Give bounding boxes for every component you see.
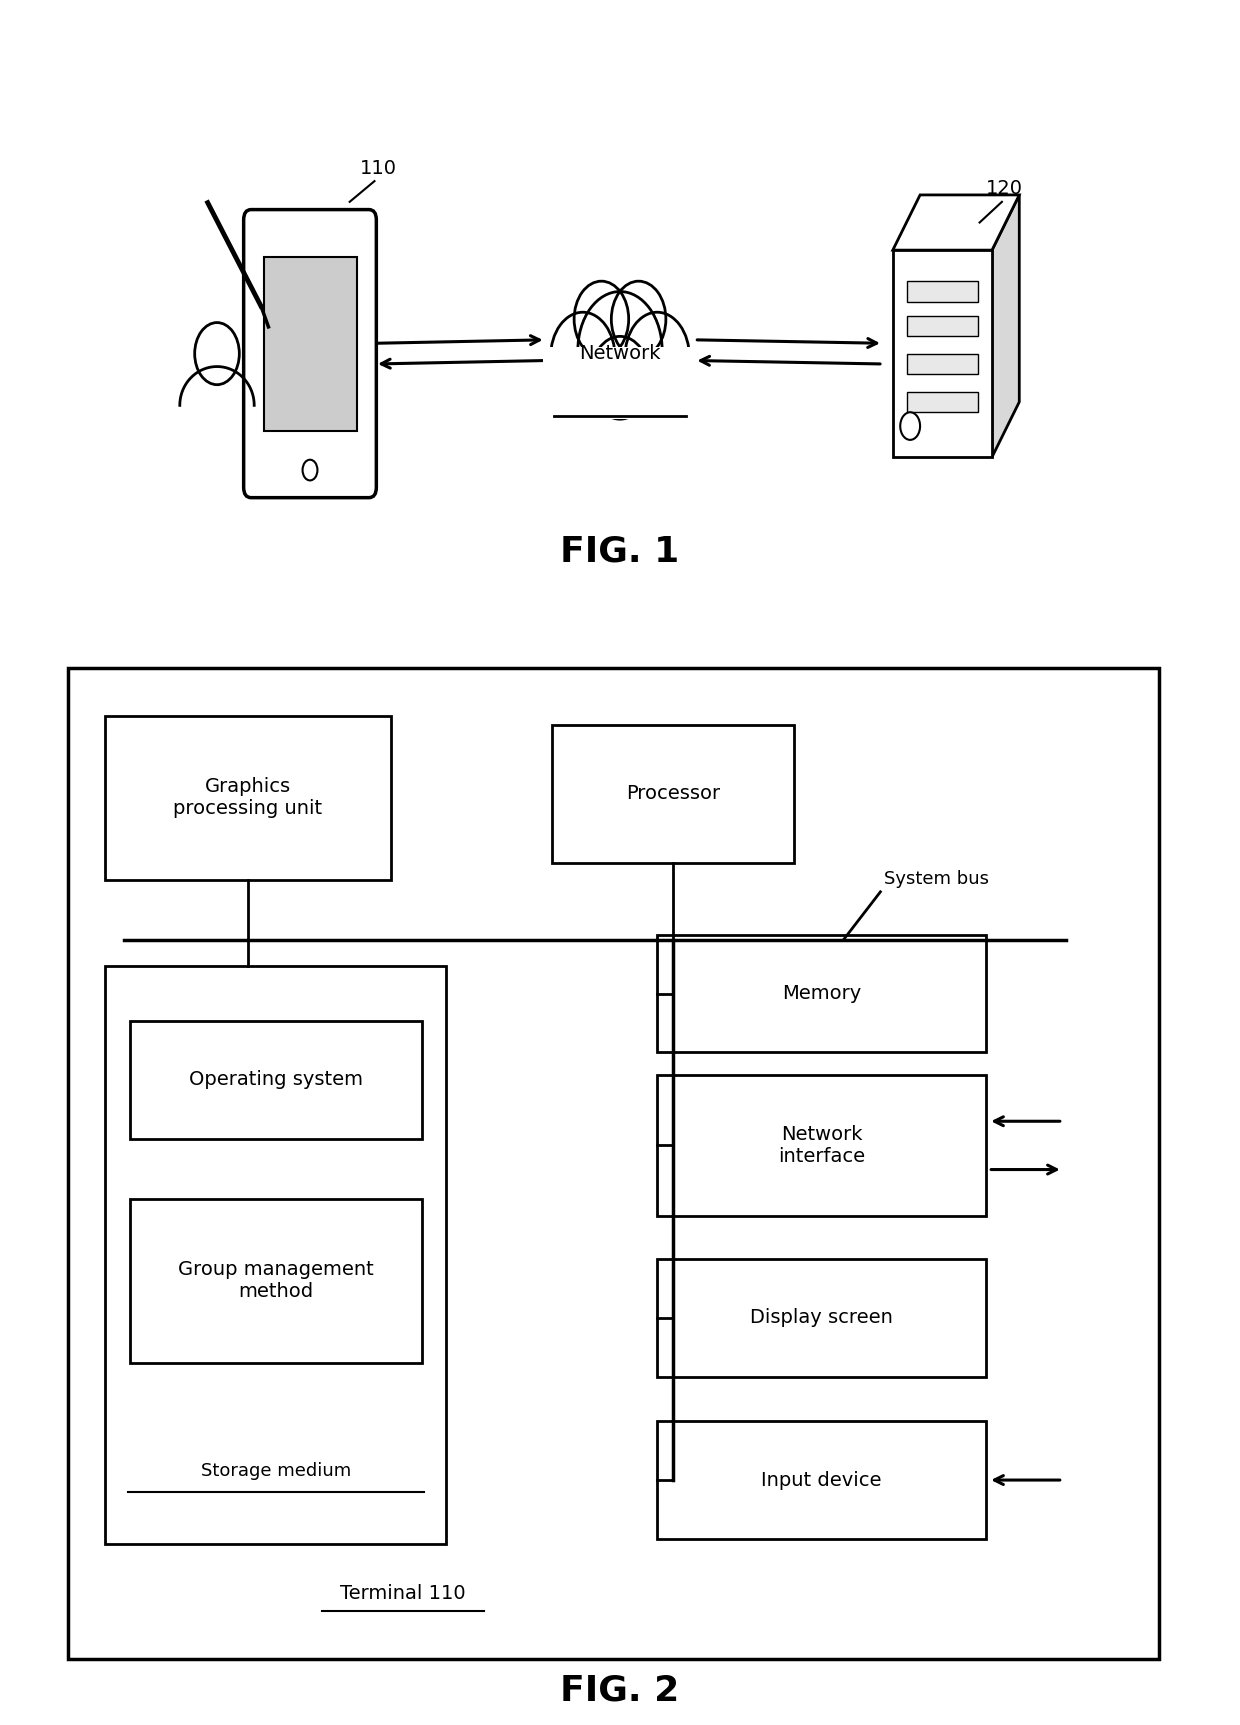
- Bar: [906, 281, 978, 302]
- Circle shape: [611, 281, 666, 357]
- Bar: [657, 1259, 986, 1377]
- Bar: [105, 966, 446, 1544]
- Text: System bus: System bus: [884, 871, 990, 888]
- Text: Processor: Processor: [626, 783, 719, 804]
- Bar: [657, 1421, 986, 1539]
- Bar: [68, 668, 1159, 1659]
- Bar: [543, 347, 697, 419]
- Bar: [906, 354, 978, 374]
- Text: Input device: Input device: [761, 1470, 882, 1490]
- Circle shape: [578, 292, 662, 409]
- FancyBboxPatch shape: [243, 209, 377, 497]
- Polygon shape: [992, 195, 1019, 457]
- Text: Graphics
processing unit: Graphics processing unit: [174, 778, 322, 818]
- Bar: [657, 1075, 986, 1216]
- Circle shape: [303, 461, 317, 480]
- Text: 120: 120: [986, 179, 1023, 198]
- Bar: [906, 316, 978, 336]
- Circle shape: [551, 312, 615, 402]
- FancyBboxPatch shape: [263, 257, 357, 431]
- Bar: [893, 250, 992, 457]
- Text: Group management
method: Group management method: [179, 1261, 373, 1301]
- Bar: [105, 716, 391, 880]
- Bar: [552, 724, 794, 862]
- Text: Network
interface: Network interface: [777, 1125, 866, 1166]
- Circle shape: [574, 281, 629, 357]
- Bar: [906, 392, 978, 412]
- Circle shape: [900, 412, 920, 440]
- Circle shape: [195, 323, 239, 385]
- Text: Display screen: Display screen: [750, 1308, 893, 1328]
- Text: Memory: Memory: [782, 983, 861, 1004]
- Text: Storage medium: Storage medium: [201, 1463, 351, 1480]
- Bar: [657, 935, 986, 1052]
- Text: Network: Network: [579, 343, 661, 364]
- Circle shape: [590, 336, 650, 419]
- Text: FIG. 1: FIG. 1: [560, 535, 680, 569]
- Circle shape: [625, 312, 689, 402]
- Text: 110: 110: [360, 159, 397, 178]
- Bar: [130, 1021, 422, 1138]
- Polygon shape: [893, 195, 1019, 250]
- Text: Terminal 110: Terminal 110: [340, 1584, 466, 1604]
- Text: Operating system: Operating system: [188, 1070, 363, 1090]
- Text: FIG. 2: FIG. 2: [560, 1673, 680, 1708]
- Bar: [130, 1199, 422, 1363]
